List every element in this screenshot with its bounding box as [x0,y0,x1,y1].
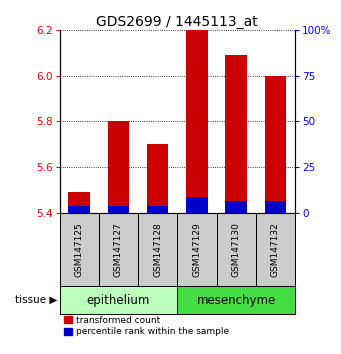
Text: GSM147125: GSM147125 [75,222,84,277]
Text: GSM147132: GSM147132 [271,222,280,277]
Bar [225,201,247,213]
Bar [147,144,168,213]
Title: GDS2699 / 1445113_at: GDS2699 / 1445113_at [97,15,258,29]
Bar [186,30,208,213]
Text: epithelium: epithelium [87,294,150,307]
Bar [60,286,177,314]
Bar [69,192,90,213]
Text: GSM147130: GSM147130 [232,222,241,277]
Bar [108,206,129,213]
Bar [60,213,99,286]
Bar [69,206,90,213]
Bar [256,213,295,286]
Text: GSM147127: GSM147127 [114,222,123,277]
Legend: transformed count, percentile rank within the sample: transformed count, percentile rank withi… [64,316,229,336]
Bar [177,286,295,314]
Bar [217,213,256,286]
Bar [265,201,286,213]
Bar [186,197,208,213]
Bar [138,213,177,286]
Text: GSM147129: GSM147129 [192,222,202,277]
Bar [99,213,138,286]
Bar [147,206,168,213]
Text: tissue ▶: tissue ▶ [15,295,58,305]
Text: mesenchyme: mesenchyme [196,294,276,307]
Text: GSM147128: GSM147128 [153,222,162,277]
Bar [108,121,129,213]
Bar [265,76,286,213]
Bar [177,213,217,286]
Bar [225,55,247,213]
